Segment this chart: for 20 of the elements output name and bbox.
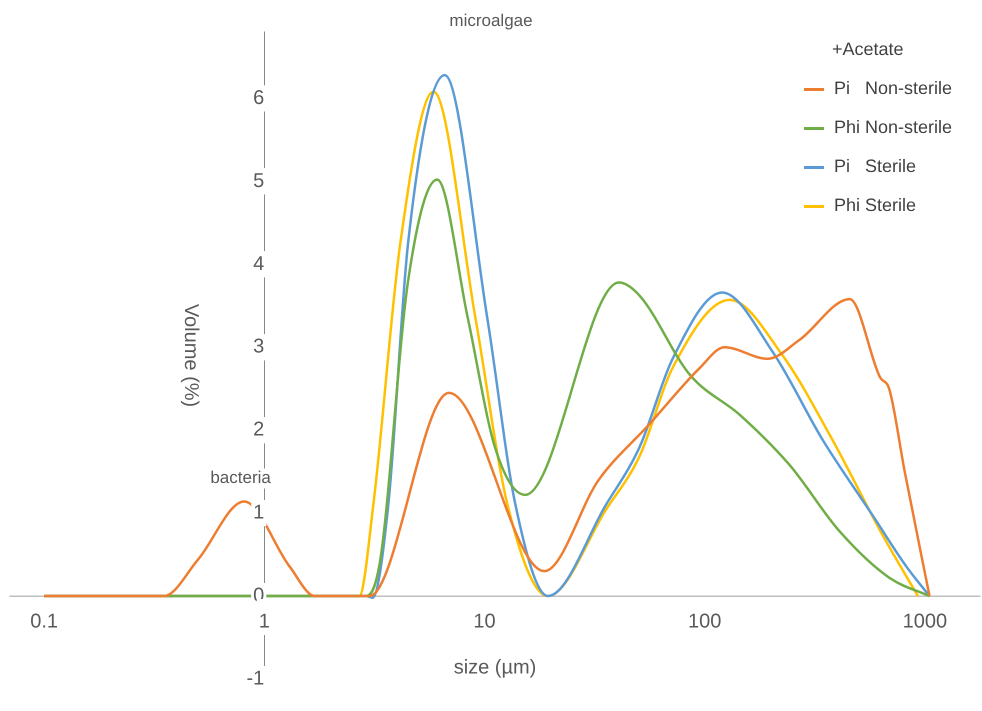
x-tick-label: 0.1 bbox=[30, 610, 58, 633]
y-tick-label: 4 bbox=[253, 252, 264, 275]
y-tick-label: 3 bbox=[253, 336, 264, 358]
x-tick-label: 1000 bbox=[902, 610, 948, 633]
y-tick-label: 6 bbox=[253, 86, 264, 109]
y-tick-label: 2 bbox=[253, 418, 264, 441]
y-axis-title: Volume (%) bbox=[180, 304, 202, 408]
y-tick-label: 5 bbox=[253, 170, 264, 192]
y-tick-label: -1 bbox=[246, 668, 264, 690]
text: microalgae bbox=[449, 11, 533, 30]
x-tick-label: 100 bbox=[688, 610, 722, 633]
legend-title: +Acetate bbox=[830, 38, 905, 61]
x-tick-label: 10 bbox=[473, 610, 496, 633]
legend-label: Phi Non-sterile bbox=[834, 117, 952, 137]
x-axis-title: size (µm) bbox=[454, 656, 536, 679]
legend-label: Pi Non-sterile bbox=[834, 78, 952, 98]
legend-label: Pi Sterile bbox=[834, 156, 916, 176]
annotation: bacteria bbox=[210, 468, 272, 488]
y-tick-label: 1 bbox=[253, 502, 264, 524]
legend-label: Phi Sterile bbox=[834, 195, 916, 215]
